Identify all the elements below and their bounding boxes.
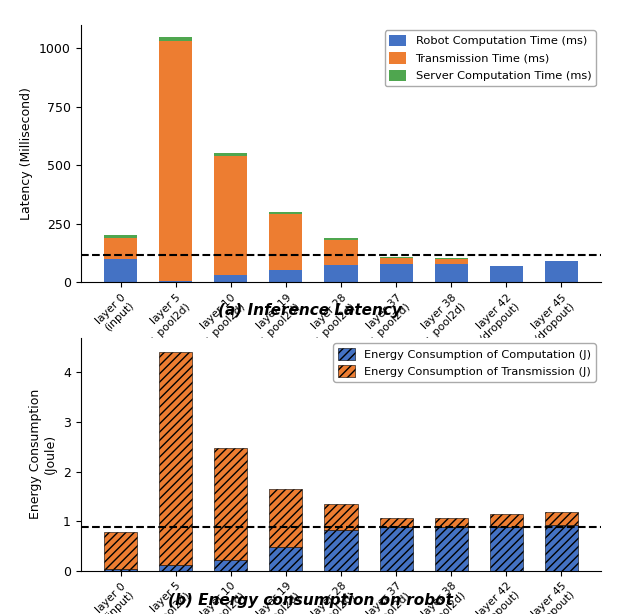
Bar <box>104 238 137 259</box>
Bar <box>324 265 358 282</box>
Bar <box>545 526 578 571</box>
Bar <box>215 560 247 571</box>
Bar <box>159 41 192 281</box>
Bar <box>215 448 247 560</box>
Bar <box>324 238 358 240</box>
Legend: Robot Computation Time (ms), Transmission Time (ms), Server Computation Time (ms: Robot Computation Time (ms), Transmissio… <box>385 30 596 86</box>
Bar <box>435 258 467 259</box>
Text: (a) Inference Latency: (a) Inference Latency <box>218 303 402 317</box>
Bar <box>379 527 412 571</box>
Bar <box>104 235 137 238</box>
Bar <box>379 263 412 282</box>
Bar <box>104 569 137 571</box>
Bar <box>324 530 358 571</box>
Bar <box>490 266 523 282</box>
Y-axis label: Energy Consumption
(Joule): Energy Consumption (Joule) <box>29 389 57 519</box>
Bar <box>215 276 247 282</box>
Text: (b) Energy consumption on robot: (b) Energy consumption on robot <box>167 593 453 608</box>
Bar <box>379 518 412 527</box>
Bar <box>270 212 303 214</box>
Bar <box>159 565 192 571</box>
Bar <box>104 259 137 282</box>
Bar <box>324 240 358 265</box>
Bar <box>270 270 303 282</box>
Legend: Energy Consumption of Computation (J), Energy Consumption of Transmission (J): Energy Consumption of Computation (J), E… <box>334 343 596 381</box>
Bar <box>490 527 523 571</box>
Bar <box>159 281 192 282</box>
Bar <box>215 156 247 276</box>
Bar <box>104 532 137 569</box>
Bar <box>159 352 192 565</box>
Bar <box>270 489 303 547</box>
Bar <box>215 153 247 156</box>
Bar <box>379 257 412 258</box>
Bar <box>490 514 523 527</box>
Bar <box>435 518 467 527</box>
Bar <box>545 262 578 282</box>
Bar <box>379 258 412 263</box>
Bar <box>324 505 358 530</box>
Bar <box>270 547 303 571</box>
Bar <box>435 264 467 282</box>
Bar <box>435 259 467 264</box>
Bar <box>270 214 303 270</box>
Bar <box>545 512 578 526</box>
Bar <box>435 527 467 571</box>
Bar <box>159 37 192 41</box>
Y-axis label: Latency (Millisecond): Latency (Millisecond) <box>20 87 33 220</box>
